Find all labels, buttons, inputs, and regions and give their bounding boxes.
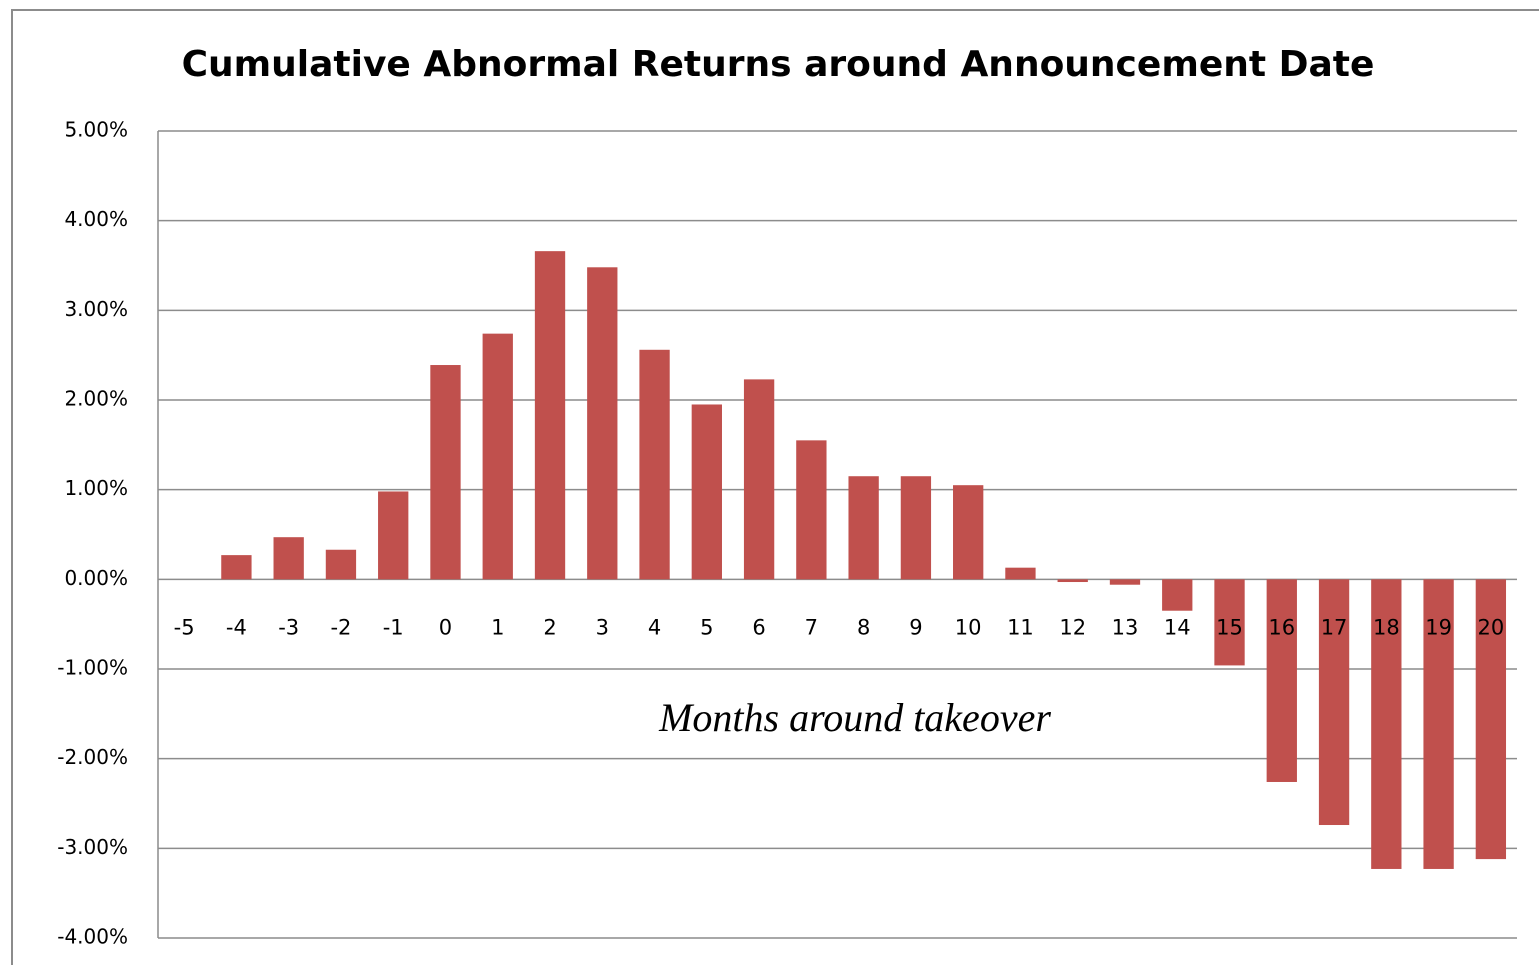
y-tick-label: -2.00% xyxy=(57,745,128,769)
x-tick-label: 10 xyxy=(955,615,982,639)
bar xyxy=(1109,579,1141,585)
x-axis-label: Months around takeover xyxy=(658,695,1051,740)
x-tick-label: 3 xyxy=(596,615,609,639)
x-tick-label: 13 xyxy=(1112,615,1139,639)
y-tick-label: 5.00% xyxy=(64,118,128,142)
x-tick-label: 6 xyxy=(752,615,765,639)
bar xyxy=(1475,579,1507,860)
x-tick-label: 18 xyxy=(1373,615,1400,639)
x-tick-label: -2 xyxy=(330,615,351,639)
bar xyxy=(1266,579,1297,782)
x-tick-label: 4 xyxy=(648,615,661,639)
bar xyxy=(900,476,932,580)
y-tick-label: 3.00% xyxy=(64,297,128,321)
x-tick-label: 2 xyxy=(543,615,556,639)
bar xyxy=(1423,579,1454,869)
x-tick-label: 20 xyxy=(1477,615,1504,639)
x-tick-label: 19 xyxy=(1425,615,1452,639)
bar xyxy=(1371,579,1402,869)
x-tick-label: -4 xyxy=(226,615,247,639)
y-tick-label: 4.00% xyxy=(64,207,128,231)
bar xyxy=(1214,579,1245,666)
bar xyxy=(1057,579,1088,583)
bar xyxy=(378,491,409,580)
bar xyxy=(848,476,879,580)
bar xyxy=(587,267,618,580)
x-tick-label: 7 xyxy=(805,615,818,639)
bar xyxy=(325,549,357,580)
x-tick-label: 1 xyxy=(491,615,504,639)
bar xyxy=(482,333,513,580)
chart-frame xyxy=(11,9,1539,965)
bar xyxy=(796,440,827,580)
x-tick-label: 12 xyxy=(1059,615,1086,639)
bar xyxy=(639,349,670,580)
bar xyxy=(430,365,461,580)
x-tick-label: 5 xyxy=(700,615,713,639)
x-tick-label: 14 xyxy=(1164,615,1191,639)
y-tick-label: -4.00% xyxy=(57,925,128,949)
y-tick-label: 1.00% xyxy=(64,476,128,500)
bar xyxy=(743,379,775,580)
x-tick-label: -1 xyxy=(383,615,404,639)
x-tick-label: -3 xyxy=(278,615,299,639)
y-tick-label: -3.00% xyxy=(57,835,128,859)
bar xyxy=(1162,579,1193,611)
bar xyxy=(534,251,566,580)
bar xyxy=(1318,579,1350,826)
y-tick-label: 0.00% xyxy=(64,566,128,590)
x-tick-label: 15 xyxy=(1216,615,1243,639)
x-tick-label: 8 xyxy=(857,615,870,639)
bar xyxy=(221,555,252,580)
x-tick-label: 9 xyxy=(909,615,922,639)
bar xyxy=(1005,567,1036,580)
bar xyxy=(273,537,304,580)
y-tick-label: 2.00% xyxy=(64,387,128,411)
x-tick-label: 17 xyxy=(1321,615,1348,639)
y-tick-label: -1.00% xyxy=(57,656,128,680)
x-tick-label: 16 xyxy=(1268,615,1295,639)
bar xyxy=(953,485,984,580)
x-tick-label: 0 xyxy=(439,615,452,639)
x-tick-label: -5 xyxy=(174,615,195,639)
chart-title: Cumulative Abnormal Returns around Annou… xyxy=(182,44,1375,85)
bar xyxy=(691,404,722,580)
x-tick-label: 11 xyxy=(1007,615,1034,639)
